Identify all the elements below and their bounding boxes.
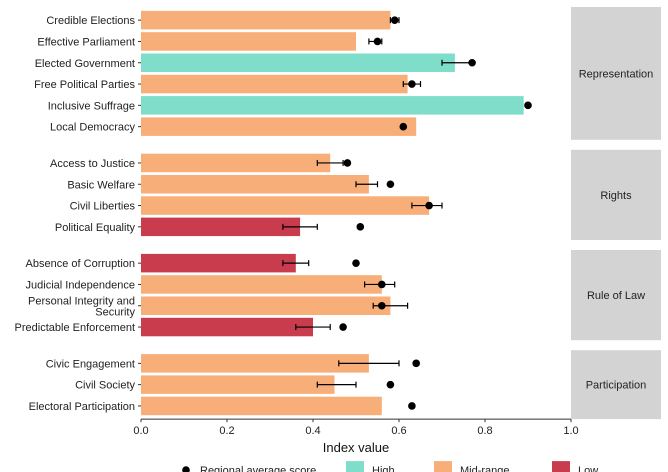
x-axis: 0.0 0.2 0.4 0.6 0.8 1.0 — [133, 418, 579, 437]
legend-label: Mid-range — [460, 465, 510, 472]
regional-average-point — [373, 37, 382, 46]
panel-representation: Representation Credible Elections Effectiv… — [34, 7, 661, 140]
bar — [141, 196, 430, 215]
bar — [141, 296, 391, 315]
facet-strip — [571, 7, 661, 140]
x-tick-label: 0.2 — [219, 425, 234, 437]
category-label: Civic Engagement — [46, 358, 135, 370]
bar — [141, 354, 369, 373]
category-label: Credible Elections — [46, 15, 135, 27]
legend-swatch — [346, 461, 364, 472]
category-label: Predictable Enforcement — [15, 322, 135, 334]
regional-average-point — [425, 201, 433, 210]
regional-average-point — [356, 223, 365, 231]
x-tick-label: 0.6 — [391, 425, 406, 437]
facet-strip-label: Rights — [600, 190, 632, 202]
facet-strip — [571, 149, 661, 240]
legend: Regional average score High Mid-range Low — [182, 461, 598, 472]
regional-average-point — [408, 402, 416, 410]
panel-rule-of-law: Rule of Law Absence of Corruption Judicial… — [15, 250, 661, 341]
legend-label: Low — [578, 465, 598, 472]
category-label: Inclusive Suffrage — [48, 100, 135, 112]
bar — [141, 375, 335, 394]
x-tick-label: 1.0 — [563, 425, 578, 437]
plot-area: Representation Credible Elections Effectiv… — [15, 7, 661, 420]
bar — [141, 96, 524, 115]
category-label: Basic Welfare — [67, 179, 135, 191]
regional-average-point — [412, 359, 421, 368]
facet-strip — [571, 350, 661, 420]
regional-average-point — [468, 58, 476, 67]
regional-average-point — [386, 180, 395, 189]
legend-swatch — [552, 461, 570, 472]
regional-average-point — [343, 159, 352, 167]
bar — [141, 275, 382, 294]
category-label: Local Democracy — [50, 122, 135, 134]
regional-average-point — [378, 280, 386, 289]
bar — [141, 317, 313, 337]
regional-average-point — [339, 323, 347, 331]
x-tick-label: 0.4 — [305, 425, 320, 437]
panel-rights: Rights Access to Justice Basic Welfare Civi… — [50, 149, 661, 240]
facet-strip — [571, 250, 661, 341]
bar — [141, 117, 417, 136]
category-label: Access to Justice — [50, 158, 135, 170]
category-label: Civil Liberties — [70, 201, 136, 213]
category-label: Political Equality — [55, 222, 136, 234]
bar — [141, 153, 331, 173]
regional-average-point — [390, 16, 399, 24]
bar — [141, 175, 369, 194]
x-axis-title: Index value — [323, 440, 390, 455]
regional-average-point — [399, 122, 408, 131]
x-tick-label: 0.8 — [477, 425, 492, 437]
bar — [141, 217, 301, 237]
category-label: Electoral Participation — [29, 401, 135, 413]
category-label: Elected Government — [35, 58, 135, 70]
bar — [141, 53, 455, 72]
category-label: Personal Integrity and Security — [28, 295, 136, 318]
regional-average-point — [386, 380, 395, 389]
legend-swatch — [434, 461, 452, 472]
bar — [141, 396, 382, 416]
category-label: Judicial Independence — [26, 279, 135, 291]
facet-strip-label: Rule of Law — [587, 290, 645, 302]
regional-average-point — [408, 80, 416, 88]
regional-average-point — [352, 259, 360, 267]
legend-label: Regional average score — [200, 465, 316, 472]
legend-label: High — [372, 465, 395, 472]
regional-average-point — [524, 101, 532, 110]
facet-strip-label: Representation — [579, 68, 654, 80]
x-tick-label: 0.0 — [133, 425, 148, 437]
facet-strip-label: Participation — [586, 380, 647, 392]
bar — [141, 74, 408, 94]
panel-participation: Participation Civic Engagement Civil Socie… — [29, 350, 661, 420]
category-label: Free Political Parties — [34, 79, 135, 91]
bar — [141, 32, 356, 51]
bar — [141, 253, 296, 273]
bar — [141, 10, 391, 30]
category-label: Absence of Corruption — [26, 258, 135, 270]
legend-marker-icon — [182, 466, 190, 472]
regional-average-point — [378, 301, 386, 310]
category-label: Civil Society — [75, 380, 135, 392]
category-label: Effective Parliament — [37, 36, 135, 48]
